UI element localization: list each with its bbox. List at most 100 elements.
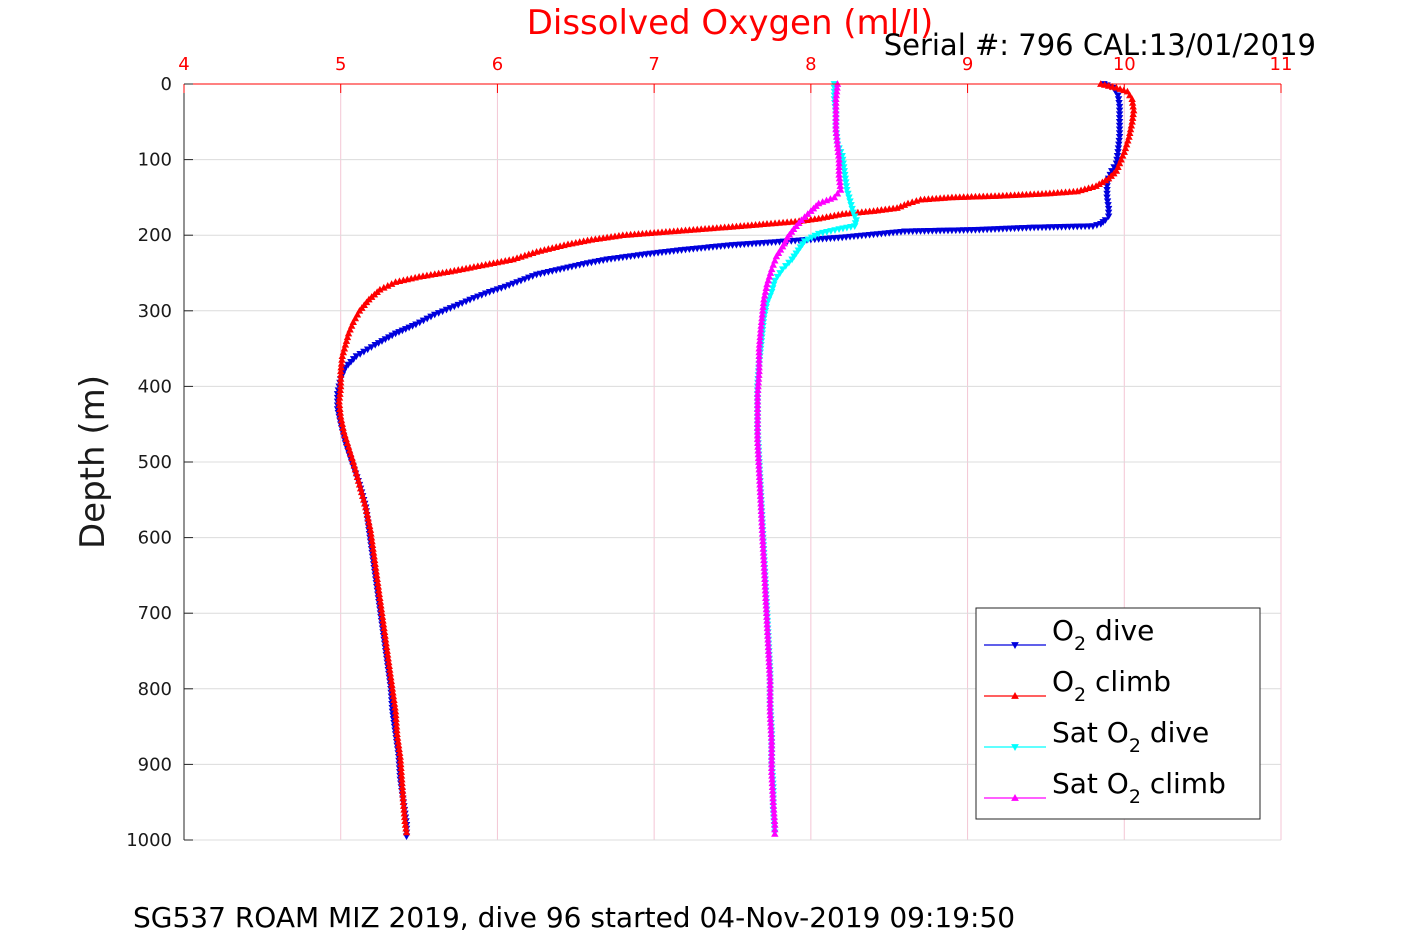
- data-point: [521, 251, 529, 259]
- data-point: [778, 266, 787, 274]
- data-point: [1104, 82, 1113, 89]
- data-point: [849, 209, 857, 217]
- y-tick-label: 1000: [126, 830, 172, 851]
- x-tick-labels: 4 5 6 7 8 9 10 11: [178, 54, 1292, 75]
- data-point: [770, 281, 778, 289]
- data-point: [844, 190, 852, 198]
- data-point: [387, 280, 396, 287]
- x-tick-label: 7: [648, 54, 659, 75]
- x-tick-label: 11: [1270, 54, 1293, 75]
- data-point: [1114, 92, 1122, 100]
- data-point: [1081, 185, 1089, 193]
- y-axis-label: Depth (m): [73, 375, 113, 549]
- legend-entry-label: O2 dive: [1052, 614, 1154, 655]
- data-point: [513, 254, 521, 261]
- data-point: [843, 186, 851, 194]
- x-tick-label: 5: [335, 54, 346, 75]
- data-point: [826, 195, 835, 202]
- data-point: [841, 171, 849, 179]
- legend-label-suffix: dive: [1086, 614, 1154, 647]
- data-point: [1115, 115, 1124, 122]
- y-tick-label: 300: [138, 301, 172, 322]
- dive-caption: SG537 ROAM MIZ 2019, dive 96 started 04-…: [133, 901, 1015, 934]
- data-point: [1123, 87, 1132, 95]
- data-point: [841, 175, 850, 183]
- data-point: [1115, 137, 1123, 145]
- data-point: [769, 285, 777, 292]
- data-point: [767, 289, 776, 296]
- y-tick-label: 800: [138, 679, 172, 700]
- data-point: [771, 830, 779, 837]
- data-point: [556, 242, 564, 250]
- data-point: [411, 273, 419, 281]
- data-point: [782, 263, 790, 270]
- data-point: [904, 199, 912, 207]
- data-point: [1115, 122, 1124, 130]
- x-tick-label: 4: [178, 54, 189, 75]
- y-tick-label: 900: [138, 754, 172, 775]
- legend-label-prefix: Sat O: [1052, 716, 1129, 749]
- x-tick-label: 9: [962, 54, 973, 75]
- data-point: [900, 201, 909, 208]
- data-point: [833, 189, 842, 197]
- y-tick-label: 500: [138, 452, 172, 473]
- data-point: [851, 213, 859, 221]
- data-point: [1112, 83, 1121, 91]
- data-point: [896, 202, 905, 210]
- data-point: [1114, 145, 1123, 153]
- data-point: [1088, 183, 1097, 190]
- data-point: [773, 273, 782, 281]
- data-point: [517, 253, 525, 260]
- data-point: [1103, 194, 1111, 202]
- serial-cal-label: Serial #: 796 CAL:13/01/2019: [884, 28, 1316, 62]
- data-point: [776, 270, 784, 277]
- data-point: [848, 205, 856, 213]
- data-point: [1115, 111, 1124, 119]
- data-point: [1115, 134, 1124, 141]
- data-point: [1092, 182, 1100, 189]
- legend-label-prefix: O: [1052, 614, 1074, 647]
- legend-label-prefix: Sat O: [1052, 767, 1129, 800]
- data-point: [788, 256, 796, 264]
- data-point: [912, 197, 921, 204]
- data-point: [1084, 184, 1093, 192]
- data-point: [771, 277, 779, 285]
- data-point: [536, 247, 545, 254]
- data-point: [916, 195, 925, 203]
- data-point: [564, 240, 572, 248]
- data-point: [407, 274, 415, 282]
- data-point: [391, 278, 400, 285]
- data-point: [384, 282, 392, 289]
- data-point: [1114, 149, 1122, 156]
- data-point: [818, 198, 827, 205]
- data-point: [804, 210, 812, 217]
- data-point: [1104, 205, 1113, 213]
- data-point: [845, 194, 853, 202]
- legend-label-prefix: O: [1052, 665, 1074, 698]
- x-tick-label: 6: [492, 54, 503, 75]
- x-tick-label: 8: [805, 54, 816, 75]
- data-point: [847, 202, 855, 209]
- data-point: [1115, 126, 1124, 134]
- series-layer: [333, 80, 1138, 841]
- data-point: [1113, 152, 1122, 160]
- legend-label-subscript: 2: [1129, 786, 1141, 808]
- data-point: [552, 243, 560, 250]
- x-tick-label: 10: [1113, 54, 1136, 75]
- legend-entry-label: O2 climb: [1052, 665, 1171, 706]
- data-point: [415, 272, 423, 280]
- legend-marker: [1011, 642, 1019, 650]
- legend-label-suffix: dive: [1141, 716, 1209, 749]
- data-point: [807, 207, 815, 214]
- data-point: [540, 246, 549, 253]
- data-point: [836, 186, 845, 193]
- y-tick-label: 700: [138, 603, 172, 624]
- data-point: [800, 213, 809, 220]
- y-tick-label: 0: [161, 74, 172, 95]
- data-point: [908, 198, 916, 206]
- data-point: [380, 283, 388, 291]
- data-point: [1100, 81, 1109, 88]
- series-1: [335, 80, 1138, 836]
